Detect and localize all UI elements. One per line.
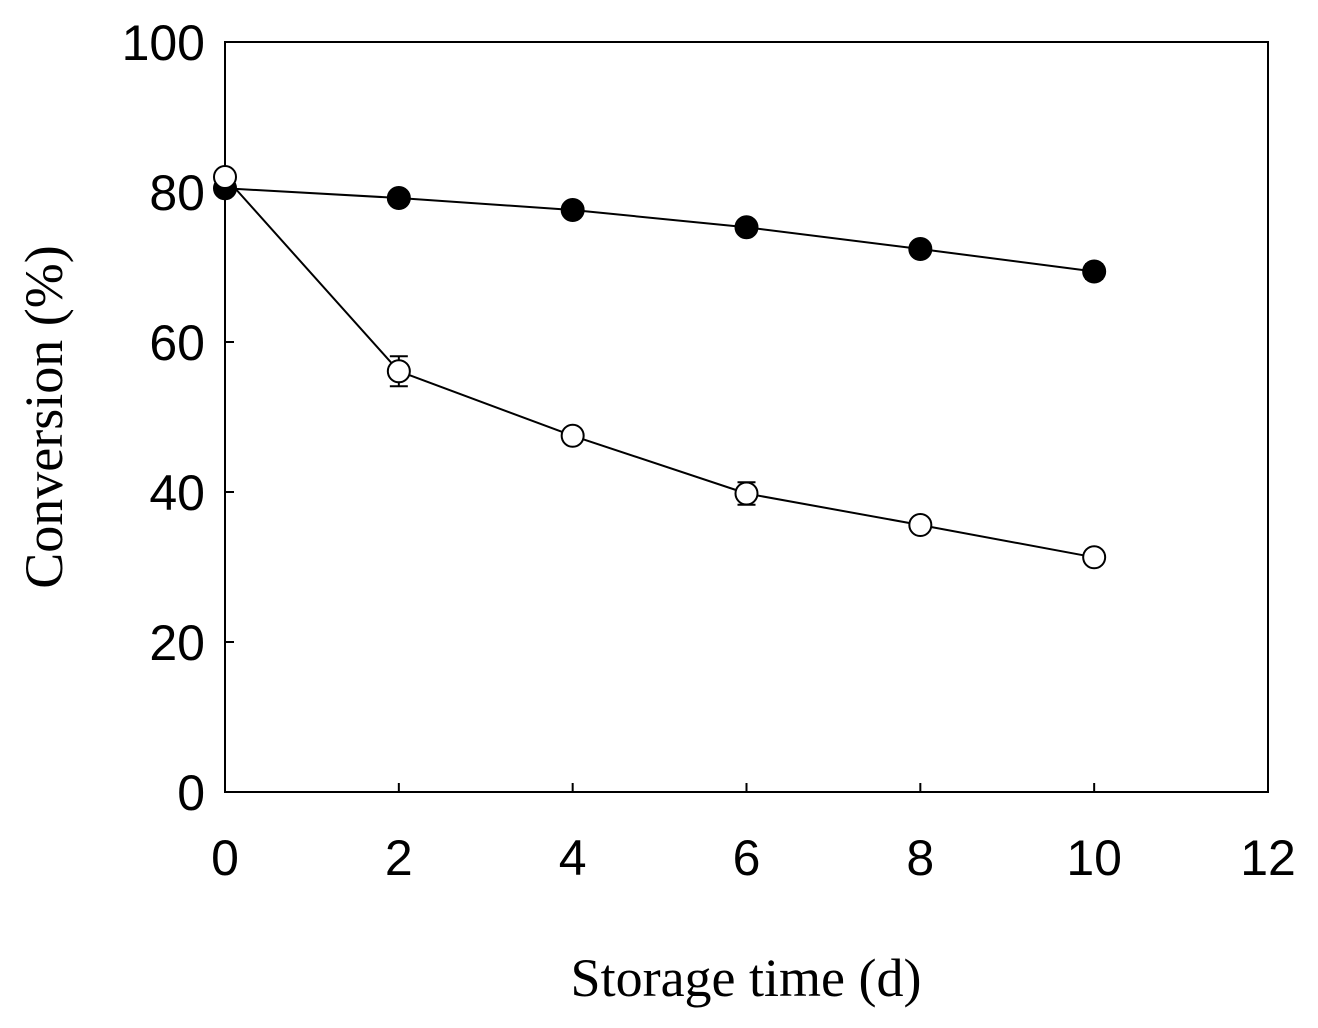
data-point (734, 215, 759, 240)
series-line (224, 187, 1095, 273)
data-point (560, 423, 585, 448)
y-axis: 0 20 40 60 80 100 (122, 15, 234, 821)
data-point (734, 481, 759, 506)
y-tick-label: 80 (149, 165, 205, 221)
series-line (224, 176, 1095, 559)
y-tick-label: 100 (122, 15, 205, 71)
y-tick-label: 0 (177, 765, 205, 821)
x-axis: 0 2 4 6 8 10 12 (211, 783, 1296, 886)
x-tick-label: 6 (733, 830, 761, 886)
x-tick-label: 0 (211, 830, 239, 886)
plot-area-frame (224, 41, 1269, 793)
data-point (1082, 545, 1107, 570)
data-point (1082, 259, 1107, 284)
data-point (386, 186, 411, 210)
data-point (386, 359, 411, 384)
x-tick-label: 4 (559, 830, 587, 886)
data-point (908, 513, 933, 537)
data-point (908, 237, 933, 261)
data-point (213, 165, 237, 189)
x-tick-label: 8 (906, 830, 934, 886)
y-tick-label: 40 (149, 465, 205, 521)
series-2 (213, 165, 1107, 570)
x-axis-title: Storage time (d) (571, 948, 922, 1008)
x-tick-label: 10 (1066, 830, 1122, 886)
x-tick-label: 12 (1240, 830, 1296, 886)
y-axis-title: Conversion (%) (14, 245, 74, 588)
x-tick-label: 2 (385, 830, 413, 886)
y-tick-label: 20 (149, 615, 205, 671)
data-point (560, 198, 585, 222)
series-1 (213, 176, 1107, 284)
series-layer (213, 165, 1107, 570)
y-tick-label: 60 (149, 315, 205, 371)
